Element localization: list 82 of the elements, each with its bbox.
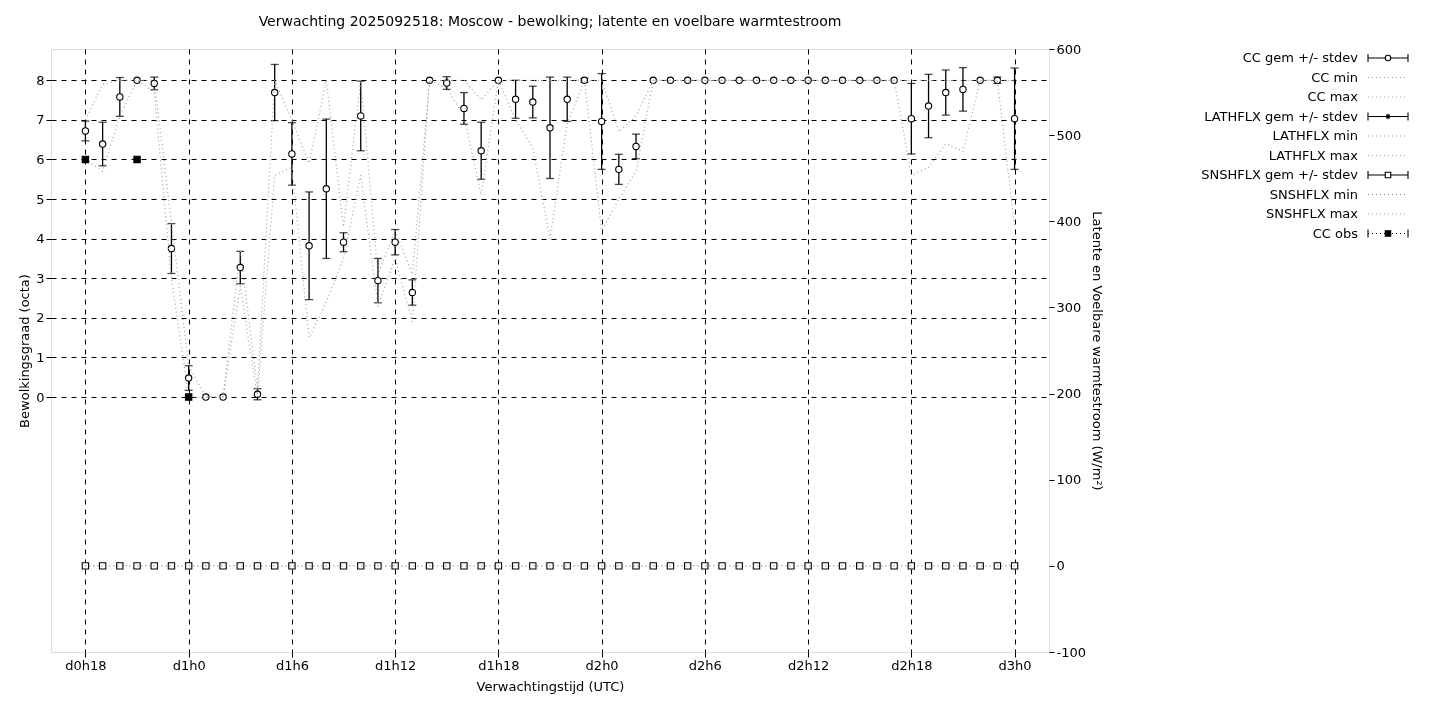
y-tick-label: 0 [36,389,45,405]
y-tick-label: 7 [36,112,45,128]
point [305,242,313,250]
y-tick-label: 2 [36,310,45,326]
point [494,76,503,84]
point [890,76,898,84]
point [529,98,537,106]
point [701,76,709,84]
y-tick-label: 3 [36,270,45,286]
x-tick-label: d0h18 [65,657,107,673]
x-tick-label: d1h6 [275,657,309,673]
point [184,374,193,382]
point [546,124,554,132]
point [1010,114,1019,123]
y-tick-label: 6 [36,151,45,167]
point [718,76,726,84]
point [116,93,124,101]
chart-title: Verwachting 2025092518: Moscow - bewolking; latente en voelbare warmtestroom [258,13,842,29]
point [408,288,417,297]
point [942,88,950,97]
x-tick-label: d2h6 [688,657,722,673]
y-tick-label: 1 [36,349,45,365]
point [98,140,107,148]
point [924,102,933,110]
y2-tick-label: 100 [1056,472,1082,488]
point [563,95,571,103]
y2-axis-title: Latente en Voelbare warmtestroom (W/m²) [1090,211,1105,491]
y-tick-label: 8 [36,72,45,88]
x-axis-title: Verwachtingstijd (UTC) [476,678,625,694]
legend-label: SNSHFLX min [1269,186,1358,202]
point [615,165,623,174]
x-tick-label: d1h12 [374,657,417,673]
point [511,95,520,103]
x-tick-label: d2h12 [787,657,830,673]
point [649,76,657,84]
point [769,76,778,84]
point [270,88,279,97]
legend-label: SNSHFLX gem +/- stdev [1201,167,1359,182]
point [632,142,640,151]
legend-label: SNSHFLX max [1265,206,1359,221]
legend-label: CC max [1307,89,1359,104]
x-tick-label: d1h18 [478,657,520,673]
y-tick-label: 4 [36,231,45,247]
point [167,244,176,253]
point [357,112,365,120]
y2-tick-label: 500 [1056,127,1082,143]
point [81,155,90,164]
point [959,85,967,94]
point [391,238,399,246]
x-tick-label: d2h0 [585,657,619,673]
point [184,393,193,401]
x-tick-label: d3h0 [998,657,1032,673]
y2-tick-label: 200 [1056,386,1082,402]
point [907,114,916,123]
point [460,104,468,113]
y-axis-title: Bewolkingsgraad (octa) [17,274,33,428]
legend-label: CC min [1311,69,1358,85]
legend-label: CC obs [1312,225,1359,241]
legend-label: LATHFLX gem +/- stdev [1204,108,1359,124]
legend-label: LATHFLX max [1268,147,1359,163]
x-tick-label: d2h18 [891,657,933,673]
point [821,76,830,84]
point [443,79,451,87]
legend-label: CC gem +/- stdev [1242,50,1359,65]
y2-tick-label: 600 [1056,41,1082,57]
y2-tick-label: 0 [1056,558,1065,574]
point [339,238,348,246]
point [288,150,296,158]
y2-tick-label: 300 [1056,299,1082,315]
point [322,185,331,193]
point [597,117,606,126]
point [133,155,141,164]
legend-label: LATHFLX min [1272,128,1358,143]
point [873,76,881,84]
y-tick-label: 5 [36,191,45,207]
x-tick-label: d1h0 [172,657,206,673]
y2-tick-label: 400 [1056,213,1082,229]
point [374,276,382,285]
point [477,147,485,155]
y2-tick-label: -100 [1056,644,1087,660]
point [81,127,90,135]
point [752,76,761,84]
